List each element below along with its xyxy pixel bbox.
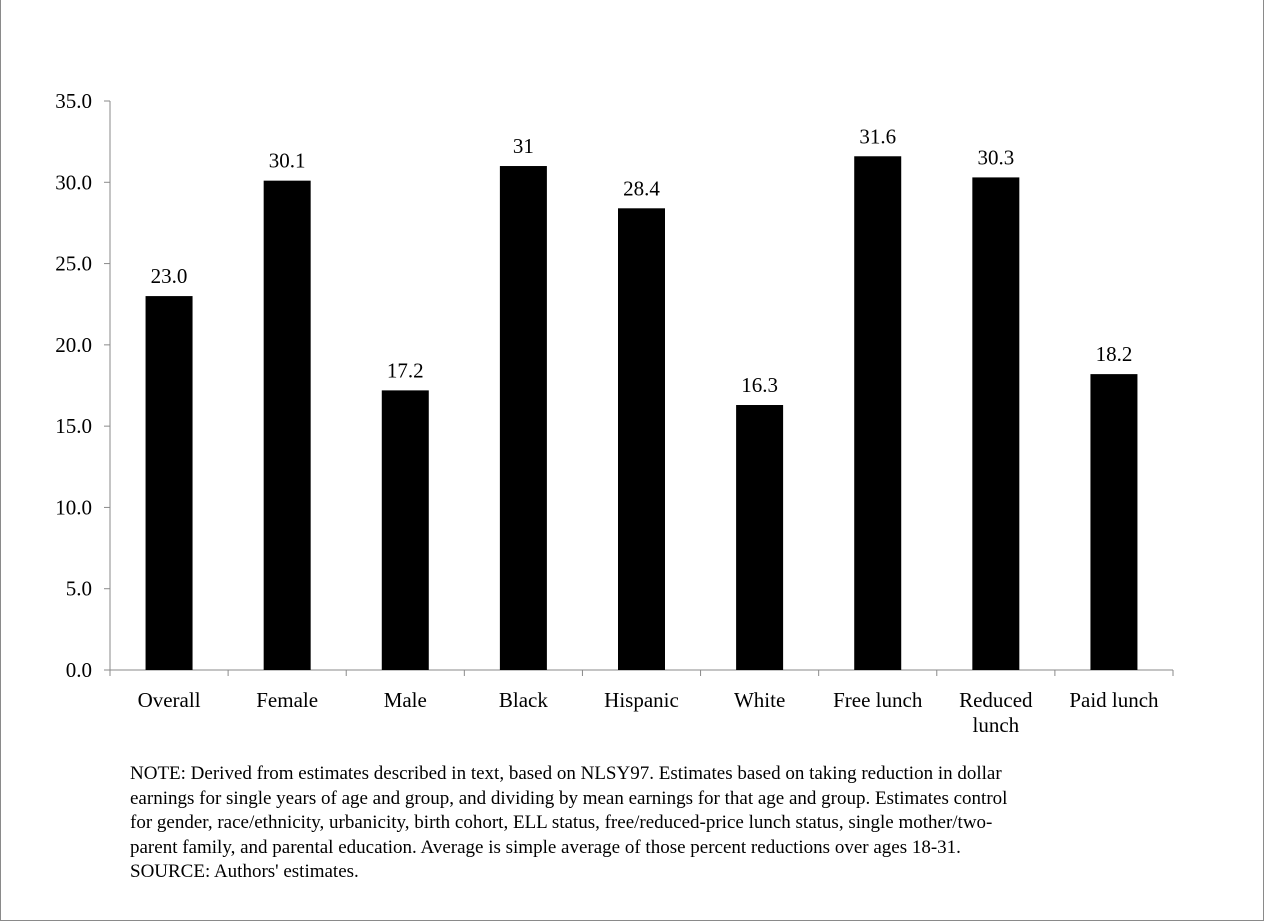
data-label: 17.2 [387,358,424,382]
data-label: 28.4 [623,176,660,200]
bar [972,177,1020,670]
note-line: for gender, race/ethnicity, urbanicity, … [130,812,993,833]
bar-chart: 0.0 5.0 10.0 15.0 20.0 25.0 30.0 35.0 23.0 30.1 1… [55,89,1174,737]
x-tick-label: Hispanic [604,688,679,712]
data-label: 16.3 [741,373,778,397]
data-label: 30.3 [977,145,1014,169]
y-tick-label: 0.0 [66,658,92,682]
x-tick-label: Male [384,688,427,712]
x-tick-label: Free lunch [833,688,923,712]
bar [854,156,902,670]
data-label: 30.1 [269,149,306,173]
x-axis [109,669,1174,676]
data-label: 31.6 [859,124,896,148]
x-tick-label: White [734,688,785,712]
bar [1090,374,1138,670]
bar [263,180,311,670]
note-line: NOTE: Derived from estimates described i… [130,763,1002,784]
y-tick-label: 15.0 [55,414,92,438]
x-tick-label: lunch [973,713,1020,737]
y-tick-label: 5.0 [66,577,92,601]
bar [381,390,429,670]
category-labels: Overall Female Male Black Hispanic White Free … [138,688,1159,737]
note-line: earnings for single years of age and gro… [130,787,1008,809]
bar [618,208,665,670]
y-tick-label: 25.0 [55,252,92,276]
bar [145,296,193,670]
y-tick-label: 10.0 [55,495,92,519]
y-tick-label: 35.0 [55,89,92,113]
y-tick-label: 30.0 [55,170,92,194]
bars [145,156,1138,670]
x-tick-label: Overall [138,688,201,712]
value-labels: 23.0 30.1 17.2 31 28.4 16.3 31.6 30.3 18.2 [151,124,1133,397]
data-label: 18.2 [1096,342,1133,366]
chart-note: NOTE: Derived from estimates described i… [130,762,1210,885]
source-line: SOURCE: Authors' estimates. [130,861,359,882]
x-tick-label: Black [499,688,548,712]
note-line: parent family, and parental education. A… [130,836,961,858]
y-tick-label: 20.0 [55,333,92,357]
data-label: 31 [513,134,534,158]
x-tick-label: Paid lunch [1069,688,1159,712]
x-tick-label: Reduced [959,688,1033,712]
bar [736,405,784,670]
data-label: 23.0 [151,264,188,288]
y-axis: 0.0 5.0 10.0 15.0 20.0 25.0 30.0 35.0 [55,89,111,682]
bar [499,166,547,670]
x-tick-label: Female [256,688,318,712]
